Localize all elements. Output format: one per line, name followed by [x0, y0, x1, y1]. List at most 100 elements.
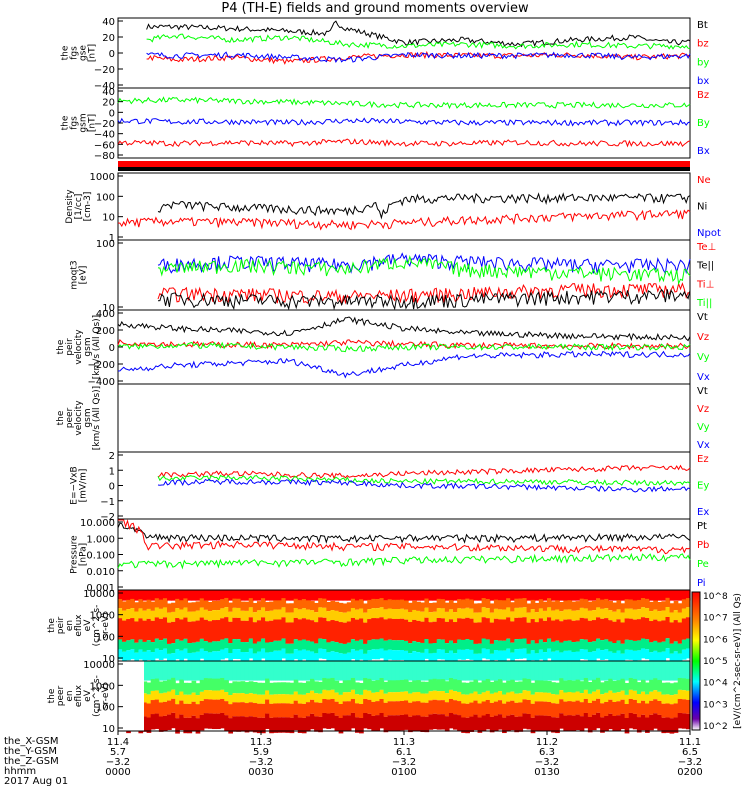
spectrogram-cell	[154, 607, 160, 618]
spectrogram-cell	[195, 601, 201, 611]
plot-frame	[117, 87, 691, 159]
spectrogram-cell	[379, 638, 385, 649]
spectrogram-cell	[444, 621, 450, 644]
spectrogram-cell	[669, 603, 675, 613]
spectrogram-cell	[297, 661, 303, 681]
spectrogram-cell	[444, 611, 450, 622]
spectrogram-cell	[645, 649, 650, 660]
spectrogram-cell	[534, 715, 540, 731]
spectrogram-cell	[542, 601, 548, 611]
ytick-label: 10	[102, 213, 115, 224]
spectrogram-cell	[395, 640, 401, 651]
spectrogram-cell	[510, 652, 515, 663]
spectrogram-cell	[461, 599, 466, 609]
spectrogram-cell	[612, 621, 618, 643]
spectrogram-cell	[363, 612, 368, 623]
spectrogram-cell	[555, 682, 560, 695]
spectrogram-cell	[118, 639, 123, 650]
spectrogram-cell	[465, 639, 470, 650]
spectrogram-cell	[502, 619, 507, 641]
spectrogram-cell	[571, 692, 577, 702]
spectrogram-cell	[118, 598, 123, 609]
spectrogram-cell	[142, 693, 148, 703]
spectrogram-cell	[203, 661, 209, 681]
ytick-label: 100	[96, 192, 115, 203]
spectrogram-cell	[183, 717, 189, 734]
spectrogram-cell	[616, 640, 622, 651]
spectrogram-cell	[399, 700, 405, 715]
spectrogram-cell	[191, 642, 197, 653]
colorbar-tick: 10^3	[703, 700, 728, 710]
legend-Pe: Pe	[697, 559, 709, 570]
spectrogram-cell	[510, 714, 515, 731]
spectrogram-cell	[649, 679, 654, 692]
spectrogram-cell	[567, 609, 573, 620]
spectrogram-cell	[632, 619, 638, 641]
spectrogram-cell	[616, 661, 622, 681]
spectrogram-cell	[506, 701, 511, 716]
spectrogram-cell	[404, 661, 409, 681]
spectrogram-cell	[428, 643, 434, 654]
spectrogram-cell	[228, 621, 233, 644]
spectrogram-cell	[318, 702, 323, 717]
spectrogram-cell	[342, 603, 348, 613]
spectrogram-cell	[530, 703, 536, 718]
ylabel-line: [eV]	[79, 266, 89, 285]
xtick-label: −3.2	[249, 757, 273, 768]
ylabel-line: [nT]	[88, 114, 98, 132]
spectrogram-cell	[318, 607, 323, 618]
spectrogram-cell	[404, 619, 409, 641]
spectrogram-cell	[624, 694, 630, 704]
legend-Bz: Bz	[697, 90, 709, 101]
plot-frame	[117, 518, 691, 591]
spectrogram-cell	[216, 600, 221, 611]
spectrogram-cell	[514, 693, 519, 703]
spectrogram-cell	[256, 651, 262, 662]
spectrogram-cell	[154, 661, 160, 681]
spectrogram-cell	[669, 622, 675, 644]
spectrogram-cell	[551, 601, 556, 611]
spectrogram-cell	[404, 640, 409, 651]
spectrogram-cell	[608, 678, 613, 691]
spectrogram-cell	[297, 619, 303, 641]
spectrogram-cell	[269, 717, 274, 734]
spectrogram-cell	[567, 661, 573, 681]
spectrogram-cell	[216, 661, 221, 681]
legend-Npot: Npot	[697, 228, 721, 239]
spectrogram-cell	[489, 702, 495, 717]
spectrogram-cell	[399, 608, 405, 619]
spectrogram-cell	[142, 716, 148, 732]
spectrogram-cell	[673, 610, 679, 621]
series-Vy	[117, 341, 691, 353]
spectrogram-cell	[640, 700, 646, 715]
spectrogram-cell	[207, 661, 213, 681]
spectrogram-cell	[428, 612, 434, 623]
spectrogram-cell	[130, 590, 135, 601]
legend-Ti||: Ti||	[696, 298, 712, 309]
spectrogram-cell	[318, 661, 323, 681]
spectrogram-cell	[134, 621, 140, 643]
ytick-label: 10	[102, 303, 115, 314]
spectrogram-cell	[547, 680, 552, 693]
xtick-label: 0030	[248, 767, 273, 778]
spectrogram-cell	[199, 617, 205, 639]
spectrogram-cell	[154, 617, 160, 639]
spectrogram-cell	[326, 621, 332, 643]
spectrogram-cell	[265, 602, 270, 612]
spectrogram-cell	[685, 598, 691, 608]
spectrogram-cell	[600, 694, 605, 704]
spectrogram-cell	[416, 680, 421, 693]
spectrogram-cell	[645, 694, 650, 704]
ytick-label: 40	[102, 17, 115, 28]
spectrogram-cell	[301, 694, 307, 704]
legend-Te||: Te||	[696, 261, 714, 272]
spectrogram-cell	[432, 590, 438, 601]
spectrogram-cell	[653, 600, 658, 610]
spectrogram-cell	[285, 717, 291, 733]
spectrogram-cell	[162, 590, 168, 601]
spectrogram-cell	[657, 714, 662, 731]
spectrogram-cell	[248, 648, 254, 659]
spectrogram-cell	[187, 652, 193, 663]
spectrogram-cell	[559, 678, 564, 691]
series-Ez	[157, 464, 691, 480]
